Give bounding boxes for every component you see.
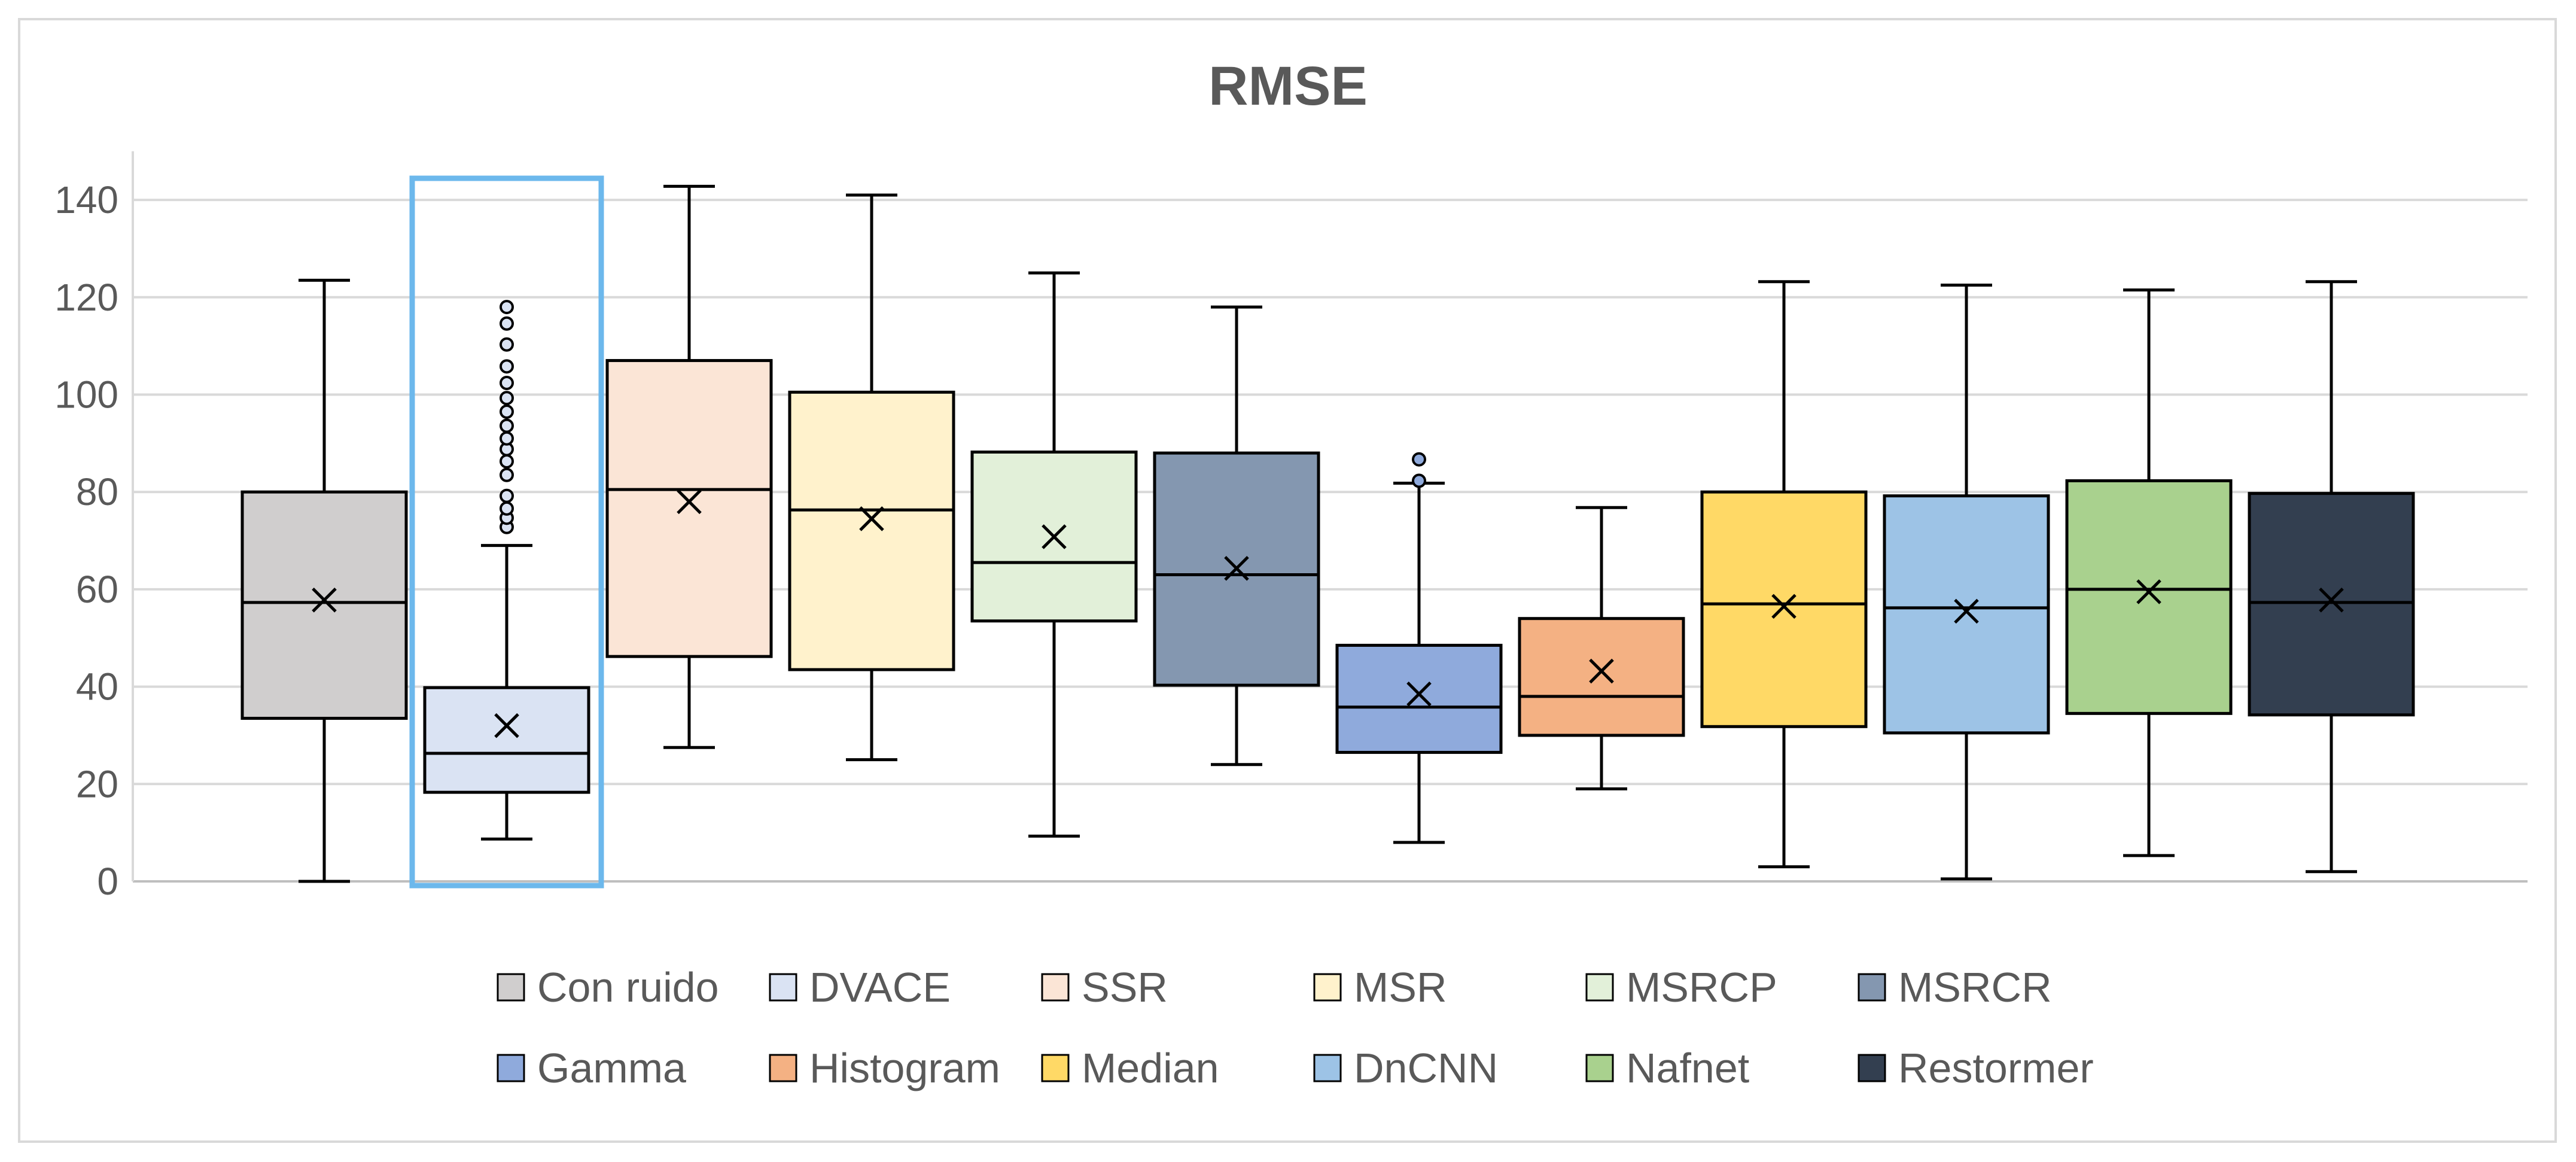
outlier-point: [500, 337, 514, 352]
legend-swatch: [1041, 973, 1070, 1002]
legend-swatch: [1858, 1054, 1886, 1082]
legend-label: SSR: [1082, 964, 1168, 1011]
legend-label: Con ruido: [537, 964, 719, 1011]
legend-item-dncnn: DnCNN: [1313, 1045, 1498, 1091]
legend-item-con-ruido: Con ruido: [497, 964, 719, 1011]
legend-label: DVACE: [809, 964, 951, 1011]
legend-item-gamma: Gamma: [497, 1045, 686, 1091]
outlier-point: [500, 391, 514, 406]
outlier-point: [500, 375, 514, 390]
box-msrcr: [1153, 305, 1320, 766]
legend-label: Nafnet: [1626, 1045, 1749, 1091]
box-iqr: [2065, 479, 2233, 715]
legend-item-ssr: SSR: [1041, 964, 1168, 1011]
legend-label: Median: [1082, 1045, 1219, 1091]
legend-item-msr: MSR: [1313, 964, 1447, 1011]
box-iqr: [240, 490, 408, 720]
legend-swatch: [1858, 973, 1886, 1002]
mean-marker: [1224, 556, 1249, 581]
legend-swatch: [769, 973, 797, 1002]
box-histogram: [1518, 506, 1685, 790]
legend-label: Restormer: [1898, 1045, 2094, 1091]
box-con-ruido: [240, 278, 408, 883]
outlier-point: [500, 467, 514, 482]
y-tick-label-60: 60: [76, 568, 118, 611]
outlier-point: [500, 300, 514, 315]
mean-marker: [1771, 594, 1796, 619]
legend-label: Histogram: [809, 1045, 1000, 1091]
legend-label: MSR: [1354, 964, 1447, 1011]
legend-swatch: [1585, 1054, 1614, 1082]
legend-item-dvace: DVACE: [769, 964, 951, 1011]
outlier-point: [500, 359, 514, 374]
legend-swatch: [1313, 973, 1342, 1002]
mean-marker: [1406, 682, 1432, 707]
box-gamma: [1335, 452, 1503, 844]
mean-marker: [859, 506, 884, 531]
legend-label: Gamma: [537, 1045, 686, 1091]
legend-item-median: Median: [1041, 1045, 1219, 1091]
legend-item-msrcp: MSRCP: [1585, 964, 1777, 1011]
legend-item-msrcr: MSRCR: [1858, 964, 2052, 1011]
y-tick-label-0: 0: [97, 860, 118, 903]
legend-swatch: [497, 1054, 525, 1082]
outlier-point: [500, 454, 514, 469]
y-tick-label-20: 20: [76, 762, 118, 805]
box-ssr: [605, 184, 773, 749]
outlier-point: [500, 404, 514, 419]
y-tick-label-40: 40: [76, 665, 118, 708]
mean-marker: [1042, 524, 1067, 549]
outlier-point: [500, 431, 514, 446]
outlier-point: [1412, 473, 1426, 488]
box-iqr: [1700, 490, 1868, 728]
box-median: [1700, 280, 1868, 869]
legend-label: MSRCP: [1626, 964, 1777, 1011]
outlier-point: [500, 316, 514, 331]
chart-title: RMSE: [1208, 56, 1368, 117]
mean-marker: [677, 489, 702, 515]
legend-item-nafnet: Nafnet: [1585, 1045, 1749, 1091]
box-iqr: [605, 359, 773, 658]
mean-marker: [494, 713, 519, 738]
y-tick-label-140: 140: [54, 178, 118, 221]
legend-swatch: [1041, 1054, 1070, 1082]
legend-label: DnCNN: [1354, 1045, 1498, 1091]
mean-marker: [1954, 598, 1979, 624]
box-iqr: [423, 686, 590, 794]
legend-swatch: [1313, 1054, 1342, 1082]
legend-item-restormer: Restormer: [1858, 1045, 2094, 1091]
mean-marker: [1589, 658, 1614, 684]
box-dvace: [423, 300, 590, 841]
box-iqr: [2248, 492, 2415, 717]
box-msr: [788, 193, 955, 762]
mean-marker: [2319, 588, 2344, 613]
box-msrcp: [970, 271, 1138, 838]
outlier-point: [500, 418, 514, 433]
legend-item-histogram: Histogram: [769, 1045, 1000, 1091]
legend-swatch: [769, 1054, 797, 1082]
box-iqr: [1883, 494, 2050, 735]
box-nafnet: [2065, 288, 2233, 857]
box-iqr: [1335, 643, 1503, 754]
box-iqr: [1518, 617, 1685, 737]
legend-swatch: [1585, 973, 1614, 1002]
box-iqr: [788, 390, 955, 671]
outlier-point: [500, 501, 514, 516]
y-tick-label-120: 120: [54, 276, 118, 319]
mean-marker: [2136, 579, 2161, 604]
outlier-point: [500, 488, 514, 503]
outlier-point: [1412, 452, 1426, 467]
y-tick-label-80: 80: [76, 470, 118, 513]
box-restormer: [2248, 280, 2415, 874]
y-tick-label-100: 100: [54, 373, 118, 416]
highlight-box-dvace: [409, 175, 604, 889]
box-dncnn: [1883, 283, 2050, 881]
mean-marker: [312, 588, 337, 613]
legend-swatch: [497, 973, 525, 1002]
legend-label: MSRCR: [1898, 964, 2052, 1011]
